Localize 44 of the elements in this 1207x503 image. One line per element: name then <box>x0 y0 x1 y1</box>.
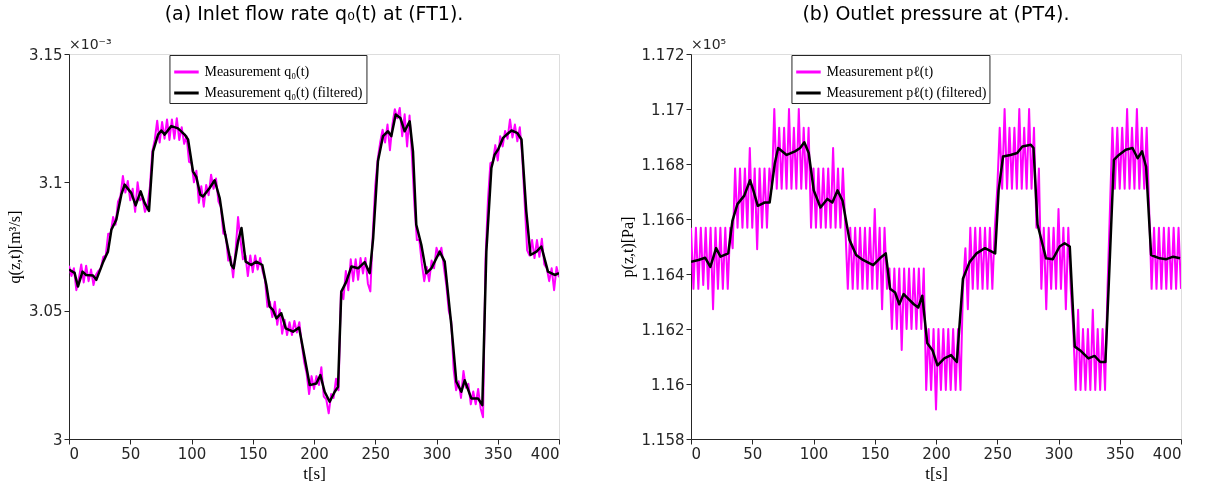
chart-title: (b) Outlet pressure at (PT4). <box>802 2 1070 24</box>
x-axis-title: t[s] <box>303 463 326 483</box>
x-tick-label: 400 <box>1152 444 1182 463</box>
chart-title: (a) Inlet flow rate q₀(t) at (FT1). <box>164 2 464 24</box>
y-axis-title: p(z,t)[Pa] <box>618 216 637 278</box>
x-tick-label: 350 <box>1105 444 1135 463</box>
text: ×10⁻³ <box>69 36 112 52</box>
x-tick-label: 250 <box>361 444 391 463</box>
y-tick-label: 3 <box>52 430 63 449</box>
x-tick-label: 0 <box>691 444 702 463</box>
x-tick-label: 250 <box>983 444 1013 463</box>
x-tick-label: 400 <box>530 444 560 463</box>
x-axis-title: t[s] <box>925 463 948 483</box>
y-tick-label: 1.172 <box>641 45 685 64</box>
x-tick-label: 350 <box>483 444 513 463</box>
x-tick-label: 50 <box>743 444 763 463</box>
y-tick-label: 3.1 <box>38 173 63 192</box>
legend-label: Measurement pℓ(t) <box>826 64 934 80</box>
y-tick-label: 1.164 <box>641 265 685 284</box>
line-series <box>691 108 1181 411</box>
legend-label: Measurement q₀(t) (filtered) <box>204 85 363 101</box>
legend-label: Measurement pℓ(t) (filtered) <box>826 85 987 101</box>
text: ×10⁵ <box>691 36 727 52</box>
x-tick-label: 100 <box>799 444 829 463</box>
x-tick-label: 300 <box>1044 444 1074 463</box>
y-tick-label: 1.166 <box>641 210 685 229</box>
x-tick-label: 50 <box>121 444 141 463</box>
y-tick-label: 1.162 <box>641 320 685 339</box>
x-tick-label: 200 <box>300 444 329 463</box>
x-tick-label: 150 <box>860 444 890 463</box>
y-axis-title: q(z,t)[m³/s] <box>6 210 25 284</box>
y-tick-label: 1.17 <box>651 100 685 119</box>
x-tick-label: 0 <box>69 444 80 463</box>
x-tick-label: 300 <box>422 444 452 463</box>
x-tick-label: 100 <box>177 444 207 463</box>
x-tick-label: 150 <box>238 444 268 463</box>
x-tick-label: 200 <box>922 444 951 463</box>
legend-label: Measurement q₀(t) <box>204 64 310 80</box>
y-tick-label: 3.05 <box>29 302 63 321</box>
y-tick-label: 1.158 <box>641 430 685 449</box>
y-tick-label: 1.16 <box>651 375 685 394</box>
y-tick-label: 3.15 <box>29 45 63 64</box>
y-tick-label: 1.168 <box>641 155 685 174</box>
line-series <box>691 141 1181 367</box>
